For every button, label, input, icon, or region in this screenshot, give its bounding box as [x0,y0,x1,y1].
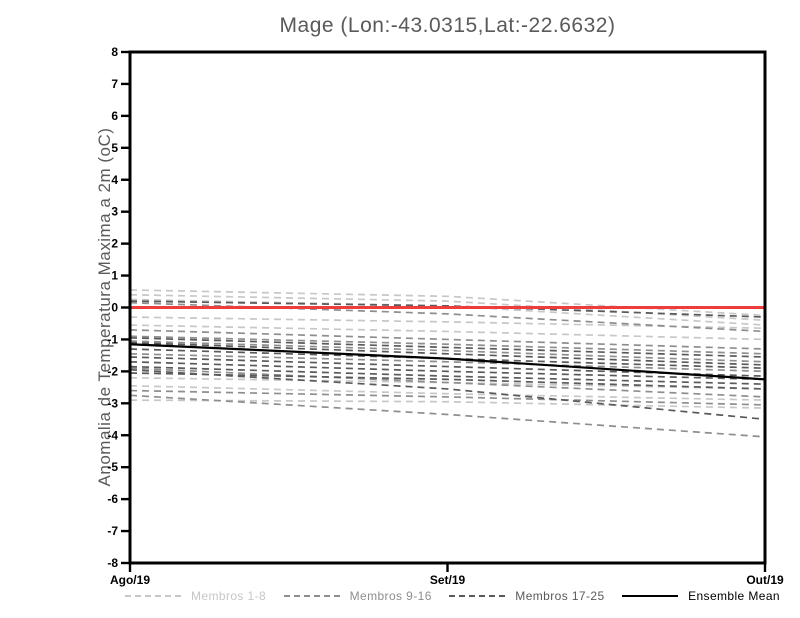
legend-label-ensemble-mean: Ensemble Mean [688,589,780,603]
tick-label: -3 [107,396,118,410]
tick-label: -2 [107,364,118,378]
tick-label: Ago/19 [110,573,150,587]
x-axis-ticks: Ago/19 Set/19 Out/19 [110,563,784,587]
tick-label: 0 [111,301,118,315]
tick-label: 8 [111,45,118,59]
tick-label: Out/19 [746,573,784,587]
tick-label: 7 [111,77,118,91]
tick-label: -4 [107,428,118,442]
series-group-1 [129,301,766,438]
legend-label-membros-9-16: Membros 9-16 [349,589,432,603]
tick-label: -8 [107,556,118,570]
legend-line-sample-membros-17-25 [449,595,506,597]
tick-label: Set/19 [430,573,466,587]
legend-item-membros-9-16: Membros 9-16 [283,589,432,603]
tick-label: -1 [107,332,118,346]
y-axis-ticks: -8 -7 -6 -5 -4 -3 -2 -1 0 1 2 3 4 5 6 7 8 [107,45,130,570]
tick-label: 5 [111,141,118,155]
legend: Membros 1-8 Membros 9-16 Membros 17-25 E… [125,589,780,603]
chart-title: Mage (Lon:-43.0315,Lat:-22.6632) [279,14,616,37]
legend-item-membros-1-8: Membros 1-8 [125,589,266,603]
tick-label: 6 [111,109,118,123]
tick-label: -5 [107,460,118,474]
legend-line-sample-ensemble-mean [622,595,679,597]
tick-label: 4 [111,173,118,187]
legend-item-ensemble-mean: Ensemble Mean [622,589,780,603]
tick-label: 2 [111,237,118,251]
legend-label-membros-17-25: Membros 17-25 [515,589,605,603]
tick-label: 3 [111,205,118,219]
legend-line-sample-membros-1-8 [125,595,181,597]
tick-label: 1 [111,269,118,283]
legend-line-sample-membros-9-16 [283,595,340,597]
legend-label-membros-1-8: Membros 1-8 [191,589,267,603]
ensemble-mean-line [129,343,766,381]
tick-label: -6 [107,492,118,506]
legend-item-membros-17-25: Membros 17-25 [449,589,604,603]
tick-label: -7 [107,524,118,538]
